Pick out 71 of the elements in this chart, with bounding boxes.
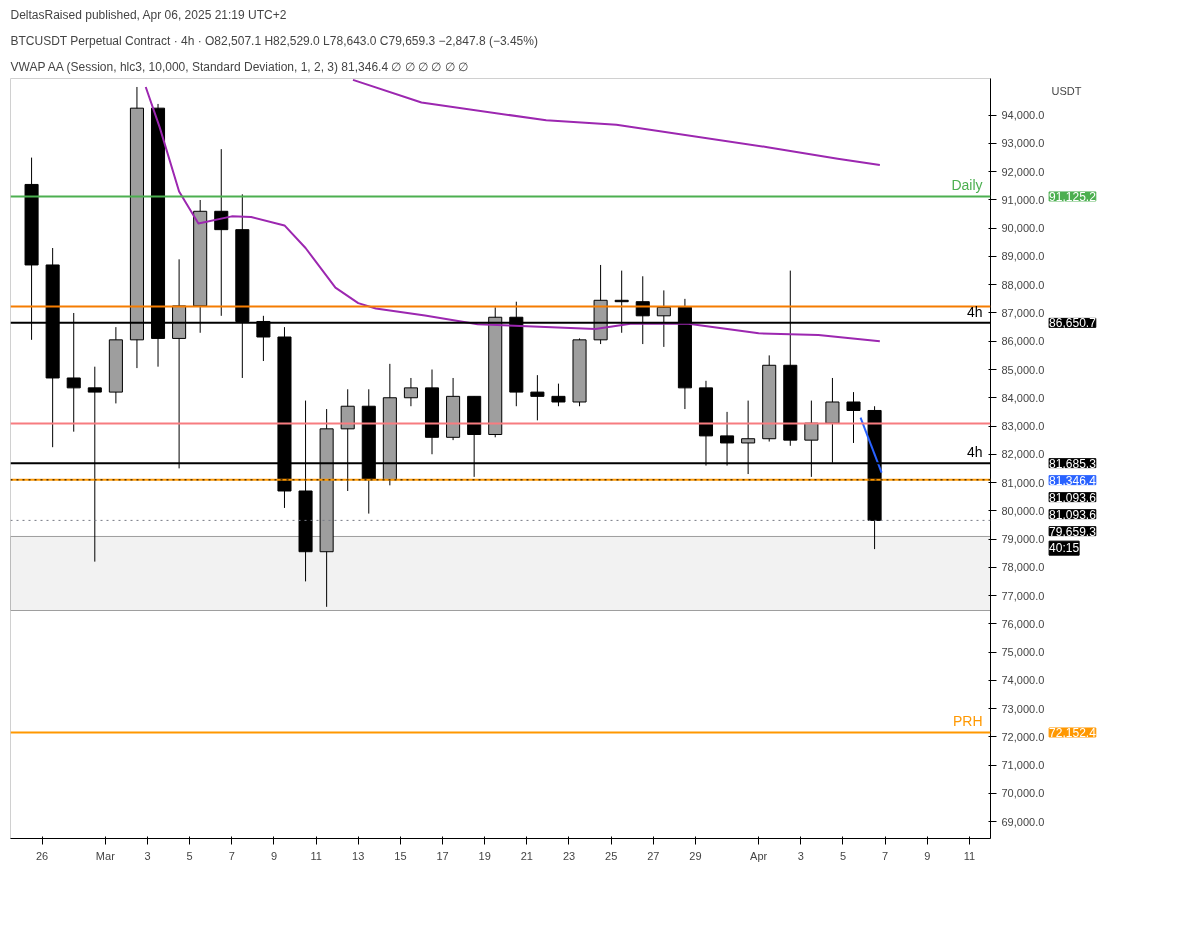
x-tick-label: 9: [270, 849, 278, 862]
x-tick-label: 21: [520, 849, 533, 862]
x-tick-label: Apr: [750, 849, 768, 862]
text: 81,346.4: [1049, 473, 1097, 488]
text: 81,093.6: [1049, 490, 1097, 505]
x-tick-label: 27: [647, 849, 660, 862]
x-tick-label: 7: [228, 849, 235, 862]
y-tick-label: 80,000.0: [1001, 504, 1045, 517]
y-tick-label: 94,000.0: [1001, 109, 1045, 122]
ref-line-label: 4h: [966, 303, 983, 320]
x-tick-label: 7: [882, 849, 889, 862]
text: 72,152.4: [1049, 725, 1097, 740]
ref-line-label: Daily: [951, 177, 983, 194]
candlestick: [551, 383, 566, 407]
x-tick-label: 19: [478, 849, 491, 862]
y-tick-label: 69,000.0: [1001, 815, 1045, 828]
x-tick-label: 9: [924, 849, 931, 862]
line-series: [351, 78, 881, 166]
x-tick-label: 29: [689, 849, 702, 862]
candlestick: [846, 391, 861, 444]
x-tick-label: 15: [394, 849, 407, 862]
candlestick: [530, 374, 545, 421]
text: 86,650.7: [1049, 316, 1097, 331]
x-tick-label: 23: [562, 849, 576, 862]
y-tick-label: 78,000.0: [1001, 561, 1045, 574]
x-tick-label: 5: [839, 849, 847, 862]
x-tick-label: 3: [797, 849, 804, 862]
y-tick-label: 90,000.0: [1001, 222, 1045, 235]
y-tick-label: 83,000.0: [1001, 420, 1045, 433]
x-tick-label: 25: [605, 849, 618, 862]
y-tick-label: 71,000.0: [1001, 759, 1045, 772]
x-tick-label: 5: [186, 849, 193, 862]
text: 81,685.3: [1049, 456, 1097, 471]
text: VWAP AA (Session, hlc3, 10,000, Standard Deviation, 1, 2, 3) 81,346.4 ∅ ∅ ∅ ∅ ∅ ∅: [10, 59, 469, 74]
text: 91,125.2: [1049, 189, 1097, 204]
y-tick-label: 73,000.0: [1001, 702, 1045, 715]
y-tick-label: 91,000.0: [1001, 193, 1045, 206]
text: 81,093.6: [1049, 507, 1097, 522]
ref-line-label: 4h: [966, 444, 983, 461]
x-tick-label: Mar: [95, 849, 116, 862]
x-tick-label: 13: [352, 849, 365, 862]
x-tick-label: 11: [963, 849, 976, 862]
y-tick-label: 84,000.0: [1001, 391, 1045, 404]
y-tick-label: 79,000.0: [1001, 533, 1045, 546]
y-tick-label: 77,000.0: [1001, 589, 1045, 602]
y-tick-label: 76,000.0: [1001, 617, 1045, 630]
y-tick-label: 92,000.0: [1001, 165, 1045, 178]
y-tick-label: 89,000.0: [1001, 250, 1045, 263]
ref-line-label: PRH: [952, 713, 983, 730]
line-series: [144, 85, 881, 343]
y-tick-label: 81,000.0: [1001, 476, 1045, 489]
chart-title: DeltasRaised published, Apr 06, 2025 21:19 UTC+2: [10, 7, 287, 22]
y-tick-label: 74,000.0: [1001, 674, 1045, 687]
text: 40:15: [1049, 541, 1080, 556]
x-tick-label: 17: [436, 849, 449, 862]
x-tick-label: 3: [144, 849, 151, 862]
y-tick-label: 75,000.0: [1001, 646, 1045, 659]
y-tick-label: 86,000.0: [1001, 335, 1045, 348]
chart-subtitle: BTCUSDT Perpetual Contract · 4h · O82,507.1 H82,529.0 L78,643.0 C79,659.3 −2,847.8 (−3.45%): [10, 33, 538, 48]
x-tick-label: 26: [36, 849, 49, 862]
x-tick-label: 11: [310, 849, 322, 862]
candlestick: [403, 377, 418, 407]
y-axis-title: USDT: [1051, 84, 1082, 97]
y-tick-label: 88,000.0: [1001, 278, 1045, 291]
y-tick-label: 87,000.0: [1001, 307, 1045, 319]
y-tick-label: 85,000.0: [1001, 363, 1045, 376]
y-tick-label: 93,000.0: [1001, 137, 1045, 150]
y-tick-label: 70,000.0: [1001, 787, 1045, 800]
y-tick-label: 72,000.0: [1001, 730, 1045, 743]
text: 79,659.3: [1049, 524, 1097, 539]
y-tick-label: 82,000.0: [1001, 448, 1045, 461]
